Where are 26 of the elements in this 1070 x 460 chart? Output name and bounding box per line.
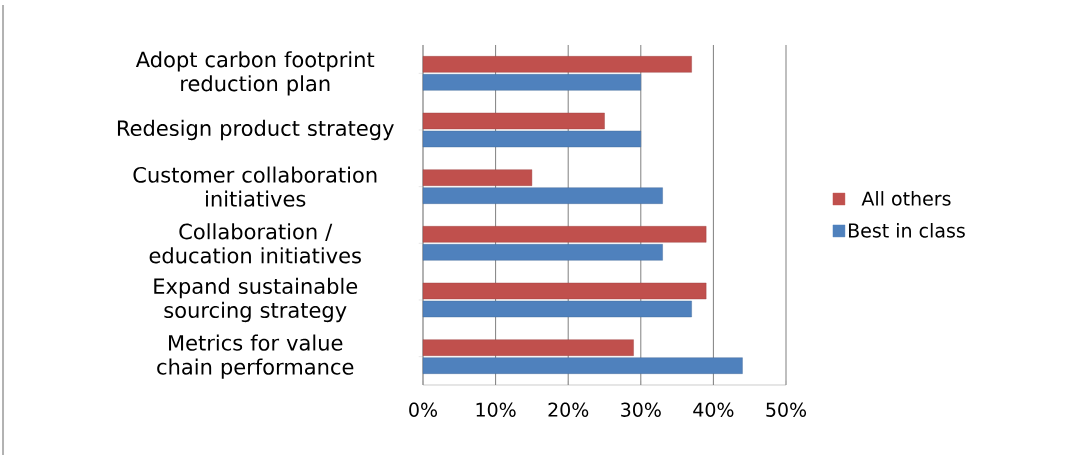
- y-tick-label: Metrics for value chain performance: [157, 334, 354, 379]
- y-tick-label: Adopt carbon footprint reduction plan: [135, 51, 375, 96]
- bar: [422, 357, 743, 374]
- bar: [422, 112, 605, 130]
- x-tick-label: 40%: [693, 402, 734, 417]
- bar: [422, 339, 634, 356]
- x-tick-label: 30%: [621, 402, 661, 417]
- y-tick-label: Customer collaboration initiatives: [133, 166, 377, 207]
- bar: [422, 74, 641, 91]
- bar: [422, 130, 641, 148]
- bar: [422, 169, 533, 186]
- legend-label: Best in class: [849, 223, 965, 238]
- y-tick-label: Collaboration / education initiatives: [149, 223, 361, 264]
- bar: [422, 187, 663, 204]
- bar: [422, 244, 663, 261]
- x-tick-label: 10%: [476, 402, 516, 417]
- bar: [422, 300, 692, 318]
- y-tick-label: Redesign product strategy: [117, 119, 394, 141]
- y-tick-label: Expand sustainable sourcing strategy: [154, 277, 358, 323]
- legend-label: All others: [861, 191, 951, 206]
- bar: [422, 56, 692, 73]
- bar: [422, 282, 707, 300]
- x-tick-label: 50%: [766, 402, 807, 417]
- x-tick-label: 20%: [548, 402, 589, 417]
- bar: [422, 226, 707, 243]
- x-tick-label: 0%: [409, 402, 438, 417]
